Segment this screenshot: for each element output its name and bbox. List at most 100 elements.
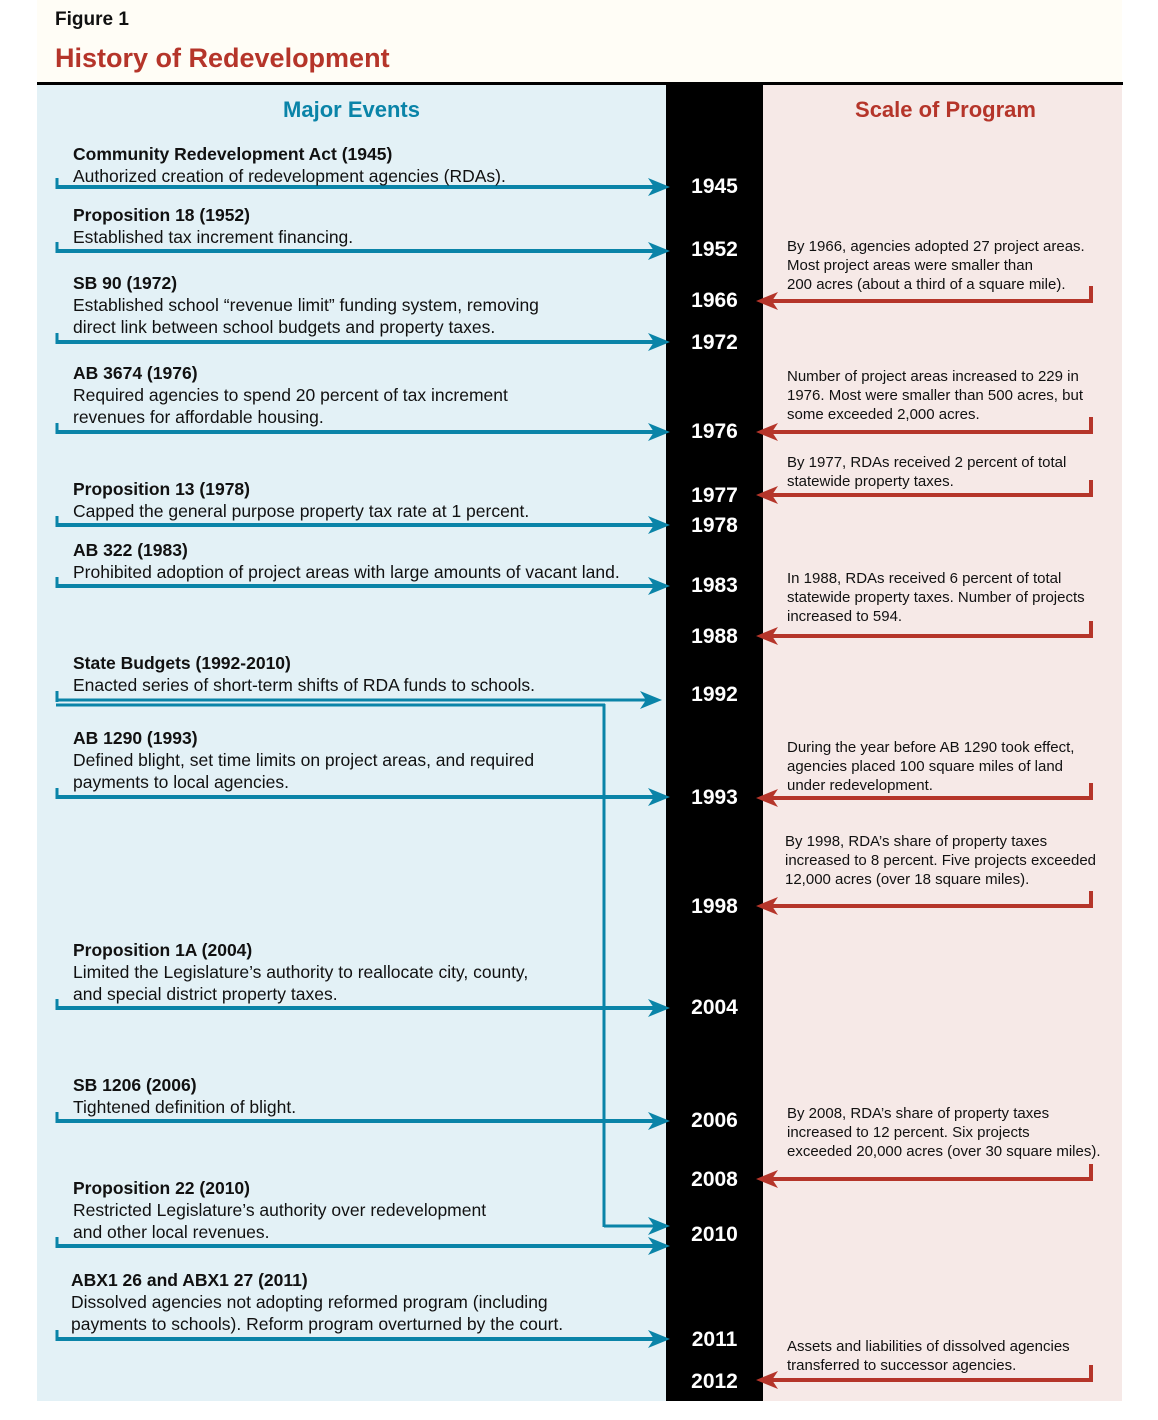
event-arrowhead [648,516,670,534]
scale-note-text: During the year before AB 1290 took effe… [787,739,1075,756]
event-description: Required agencies to spend 20 percent of… [73,385,508,405]
scale-note-text: increased to 12 percent. Six projects [787,1124,1030,1141]
event-arrowhead [648,1237,670,1255]
year-label: 1992 [691,683,738,706]
event-description: revenues for affordable housing. [73,407,324,427]
event-description: Prohibited adoption of project areas wit… [73,562,620,582]
event-arrowhead [648,423,670,441]
scale-note-text: 200 acres (about a third of a square mil… [787,276,1066,293]
event-description: Restricted Legislature’s authority over … [73,1200,487,1220]
scale-note-text: 1976. Most were smaller than 500 acres, … [787,387,1083,404]
year-label: 1988 [691,625,738,648]
scale-arrowhead [756,789,778,807]
scale-note-text: increased to 8 percent. Five projects ex… [785,852,1097,869]
year-label: 2004 [691,996,738,1019]
event-title: State Budgets (1992-2010) [73,653,291,673]
event-title: Proposition 22 (2010) [73,1178,250,1198]
event-title: SB 90 (1972) [73,273,178,293]
figure-title: History of Redevelopment [55,43,390,73]
event-description: Tightened definition of blight. [73,1097,297,1117]
scale-note-text: By 1966, agencies adopted 27 project are… [787,238,1085,255]
scale-note-text: Most project areas were smaller than [787,257,1033,274]
event-description: Enacted series of short-term shifts of R… [73,675,536,695]
year-label: 1952 [691,238,738,261]
scale-note-text: In 1988, RDAs received 6 percent of tota… [787,570,1062,587]
event-description: direct link between school budgets and p… [73,317,496,337]
scale-note-text: increased to 594. [787,608,903,625]
year-label: 1983 [691,574,738,597]
scale-note-text: statewide property taxes. [787,473,954,490]
event-title: SB 1206 (2006) [73,1075,197,1095]
event-title: AB 3674 (1976) [73,363,198,383]
year-label: 2008 [691,1168,738,1191]
scale-arrowhead [756,897,778,915]
year-label: 1972 [691,331,738,354]
scale-note-text: 12,000 acres (over 18 square miles). [785,871,1030,888]
header-divider [37,82,1123,85]
year-label: 1993 [691,786,738,809]
scale-arrowhead [756,627,778,645]
year-label: 2010 [691,1223,738,1246]
event-description: Dissolved agencies not adopting reformed… [71,1292,548,1312]
event-arrowhead [640,691,662,709]
event-title: AB 1290 (1993) [73,728,198,748]
event-arrowhead [648,999,670,1017]
major-events-heading: Major Events [283,97,420,122]
year-label: 1998 [691,895,738,918]
scale-of-program-heading: Scale of Program [855,97,1036,122]
scale-note-text: By 1998, RDA’s share of property taxes [785,833,1048,850]
figure-label: Figure 1 [55,9,129,30]
event-title: AB 322 (1983) [73,540,188,560]
event-description: and other local revenues. [73,1222,270,1242]
scale-of-program-panel [763,85,1122,1401]
scale-note-text: By 1977, RDAs received 2 percent of tota… [787,454,1067,471]
year-label: 1966 [691,289,738,312]
event-description: Established school “revenue limit” fundi… [73,295,539,315]
event-title: ABX1 26 and ABX1 27 (2011) [71,1270,308,1290]
event-arrowhead [648,1330,670,1348]
event-title: Proposition 1A (2004) [73,940,253,960]
scale-arrowhead [756,486,778,504]
scale-arrowhead [756,1371,778,1389]
event-arrowhead [648,333,670,351]
event-arrowhead [648,577,670,595]
event-arrowhead [648,1112,670,1130]
year-label: 1978 [691,514,738,537]
event-description: Established tax increment financing. [73,227,354,247]
event-title: Proposition 13 (1978) [73,479,250,499]
scale-note-text: By 2008, RDA’s share of property taxes [787,1105,1050,1122]
scale-arrowhead [756,423,778,441]
figure-header-band [37,0,1122,82]
event-description: payments to local agencies. [73,772,289,792]
scale-note-text: some exceeded 2,000 acres. [787,406,980,423]
scale-note-text: under redevelopment. [787,777,933,794]
scale-note-text: exceeded 20,000 acres (over 30 square mi… [787,1143,1101,1160]
state-budgets-branch-arrowhead [648,1217,670,1235]
scale-arrowhead [756,292,778,310]
timeline-bar [666,85,763,1401]
event-description: payments to schools). Reform program ove… [71,1314,564,1334]
event-arrowhead [648,788,670,806]
scale-note-text: transferred to successor agencies. [787,1357,1017,1374]
event-description: Authorized creation of redevelopment age… [73,166,506,186]
year-label: 1945 [691,175,738,198]
year-label: 1976 [691,420,738,443]
scale-note-text: Number of project areas increased to 229… [787,368,1079,385]
year-label: 2006 [691,1109,738,1132]
event-title: Proposition 18 (1952) [73,205,250,225]
year-label: 2011 [691,1328,738,1351]
major-events-panel [37,85,666,1401]
event-description: and special district property taxes. [73,984,338,1004]
year-label: 2012 [691,1370,738,1393]
year-label: 1977 [691,484,738,507]
event-description: Capped the general purpose property tax … [73,501,530,521]
event-title: Community Redevelopment Act (1945) [73,144,393,164]
event-description: Limited the Legislature’s authority to r… [73,962,529,982]
scale-note-text: Assets and liabilities of dissolved agen… [787,1338,1070,1355]
scale-note-text: statewide property taxes. Number of proj… [787,589,1085,606]
event-description: Defined blight, set time limits on proje… [73,750,535,770]
scale-note-text: agencies placed 100 square miles of land [787,758,1064,775]
event-arrowhead [648,242,670,260]
scale-arrowhead [756,1170,778,1188]
